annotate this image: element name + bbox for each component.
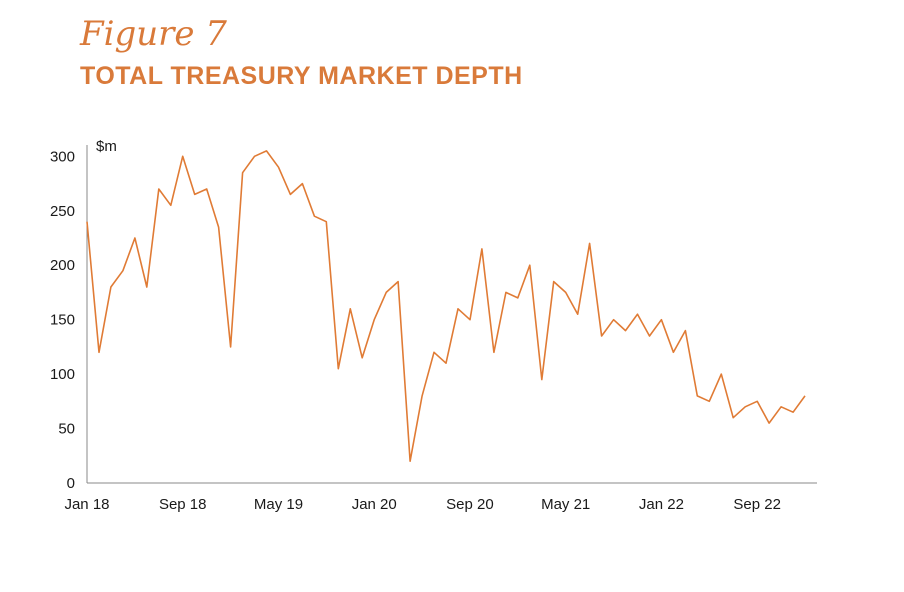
figure-label: Figure 7 bbox=[80, 14, 227, 54]
x-tick-label: Jan 20 bbox=[352, 496, 397, 513]
y-tick-label: 300 bbox=[50, 148, 75, 165]
y-axis-unit-label: $m bbox=[96, 138, 117, 155]
x-tick-label: Sep 20 bbox=[446, 496, 494, 513]
y-axis-ticks: 0 50 100 150 200 250 300 bbox=[50, 148, 75, 492]
y-tick-label: 0 bbox=[67, 475, 75, 492]
x-tick-label: Jan 18 bbox=[64, 496, 109, 513]
depth-series-line bbox=[86, 150, 806, 462]
y-tick-label: 100 bbox=[50, 366, 75, 383]
x-tick-label: Sep 22 bbox=[733, 496, 781, 513]
y-tick-label: 250 bbox=[50, 203, 75, 220]
x-tick-label: Sep 18 bbox=[159, 496, 207, 513]
y-tick-label: 150 bbox=[50, 312, 75, 329]
y-tick-label: 200 bbox=[50, 257, 75, 274]
x-tick-label: Jan 22 bbox=[639, 496, 684, 513]
x-tick-label: May 19 bbox=[254, 496, 303, 513]
y-tick-label: 50 bbox=[58, 421, 75, 438]
x-tick-label: May 21 bbox=[541, 496, 590, 513]
x-axis-ticks: Jan 18 Sep 18 May 19 Jan 20 Sep 20 May 21 Jan … bbox=[64, 496, 780, 513]
chart-title: TOTAL TREASURY MARKET DEPTH bbox=[80, 62, 523, 90]
